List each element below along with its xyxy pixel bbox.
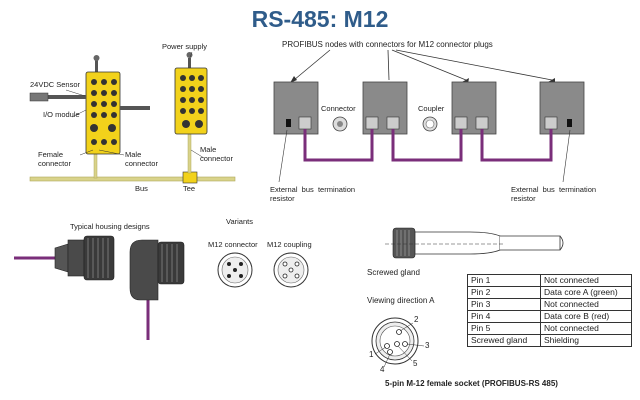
coupler-icon: [422, 116, 438, 132]
table-row: Screwed gland Shielding: [467, 334, 632, 347]
function-cell: Data core A (green): [540, 286, 632, 299]
io-module-label: I/O module: [43, 110, 80, 119]
bus-cable: [29, 176, 236, 182]
page-title: RS-485: M12: [251, 6, 389, 32]
coupler-label: Coupler: [418, 104, 445, 113]
table-row: Pin 2 Data core A (green): [467, 286, 632, 299]
drop-cable-right: [187, 129, 192, 174]
pin-number-5: 5: [413, 359, 418, 368]
connector-icon: [332, 116, 348, 132]
profibus-bus-diagram: [273, 49, 585, 183]
angled-connector-image: [129, 239, 185, 340]
profibus-heading: PROFIBUS nodes with connectors for M12 c…: [282, 40, 493, 49]
m12-coupling-face: [273, 252, 309, 288]
function-cell: Not connected: [540, 322, 632, 335]
male-connector-label-1: Male connector: [125, 150, 158, 168]
straight-connector-image: [14, 235, 115, 281]
function-cell: Not connected: [540, 274, 632, 287]
table-row: Pin 4 Data core B (red): [467, 310, 632, 323]
m12-connector-face: [217, 252, 253, 288]
function-cell: Shielding: [540, 334, 632, 347]
tee-label: Tee: [183, 184, 196, 193]
housing-designs: [14, 235, 309, 340]
pin-cell: Pin 2: [467, 286, 541, 299]
male-connector-label-2: Male connector: [200, 145, 233, 163]
profibus-cable: [303, 129, 553, 162]
m12-connector-label: M12 connector: [208, 240, 258, 249]
table-row: Pin 3 Not connected: [467, 298, 632, 311]
pin-number-2: 2: [414, 315, 419, 324]
variants-label: Variants: [226, 217, 253, 226]
m12-coupling-label: M12 coupling: [267, 240, 312, 249]
pin-cell: Pin 5: [467, 322, 541, 335]
tee-fitting: [182, 171, 198, 184]
pin-cell: Pin 3: [467, 298, 541, 311]
profibus-node-1: [273, 81, 319, 135]
bus-label: Bus: [135, 184, 148, 193]
female-socket-face: [371, 317, 425, 368]
viewing-direction-label: Viewing direction A: [367, 296, 435, 305]
termination-label-left: External bus termination resistor: [270, 185, 356, 203]
profibus-node-4: [539, 81, 585, 135]
pin-cell: Pin 4: [467, 310, 541, 323]
housing-designs-label: Typical housing designs: [70, 222, 150, 231]
power-supply-label: Power supply: [162, 42, 208, 51]
connector-label: Connector: [321, 104, 356, 113]
io-module-2: [174, 52, 208, 135]
io-module-1: [29, 55, 150, 155]
table-row: Pin 1 Not connected: [467, 274, 632, 287]
pin-number-4: 4: [380, 365, 385, 374]
function-cell: Data core B (red): [540, 310, 632, 323]
pin-cell: Screwed gland: [467, 334, 541, 347]
pin-number-1: 1: [369, 350, 374, 359]
female-connector-label: Female connector: [38, 150, 71, 168]
profibus-node-3: [451, 81, 497, 135]
profibus-node-2: [362, 81, 408, 135]
pin-assignment-table: Pin 1 Not connected Pin 2 Data core A (gre…: [467, 274, 632, 347]
left-bus-diagram: [29, 51, 236, 184]
function-cell: Not connected: [540, 298, 632, 311]
socket-caption: 5-pin M-12 female socket (PROFIBUS-RS 48…: [385, 379, 558, 388]
pin-number-3: 3: [425, 341, 430, 350]
screwed-gland-label: Screwed gland: [367, 268, 420, 277]
sensor-label: 24VDC Sensor: [30, 80, 81, 89]
table-row: Pin 5 Not connected: [467, 322, 632, 335]
pin-cell: Pin 1: [467, 274, 541, 287]
screwed-gland-image: [385, 227, 564, 259]
termination-label-right: External bus termination resistor: [511, 185, 597, 203]
